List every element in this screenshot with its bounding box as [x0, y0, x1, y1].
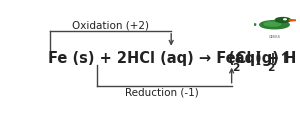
Text: (aq) + H: (aq) + H	[223, 51, 297, 66]
Text: GEEKS: GEEKS	[268, 34, 280, 38]
Text: Fe (s) + 2HCl (aq) → FeCl: Fe (s) + 2HCl (aq) → FeCl	[48, 51, 251, 66]
Text: (g)↑: (g)↑	[250, 51, 292, 66]
Polygon shape	[289, 20, 298, 22]
Text: 2: 2	[232, 62, 240, 72]
Ellipse shape	[260, 22, 289, 30]
Polygon shape	[249, 24, 256, 26]
Text: Oxidation (+2): Oxidation (+2)	[72, 21, 149, 31]
Text: Reduction (-1): Reduction (-1)	[125, 87, 199, 97]
Text: 2: 2	[267, 62, 275, 72]
Ellipse shape	[264, 23, 281, 27]
Circle shape	[275, 18, 290, 23]
